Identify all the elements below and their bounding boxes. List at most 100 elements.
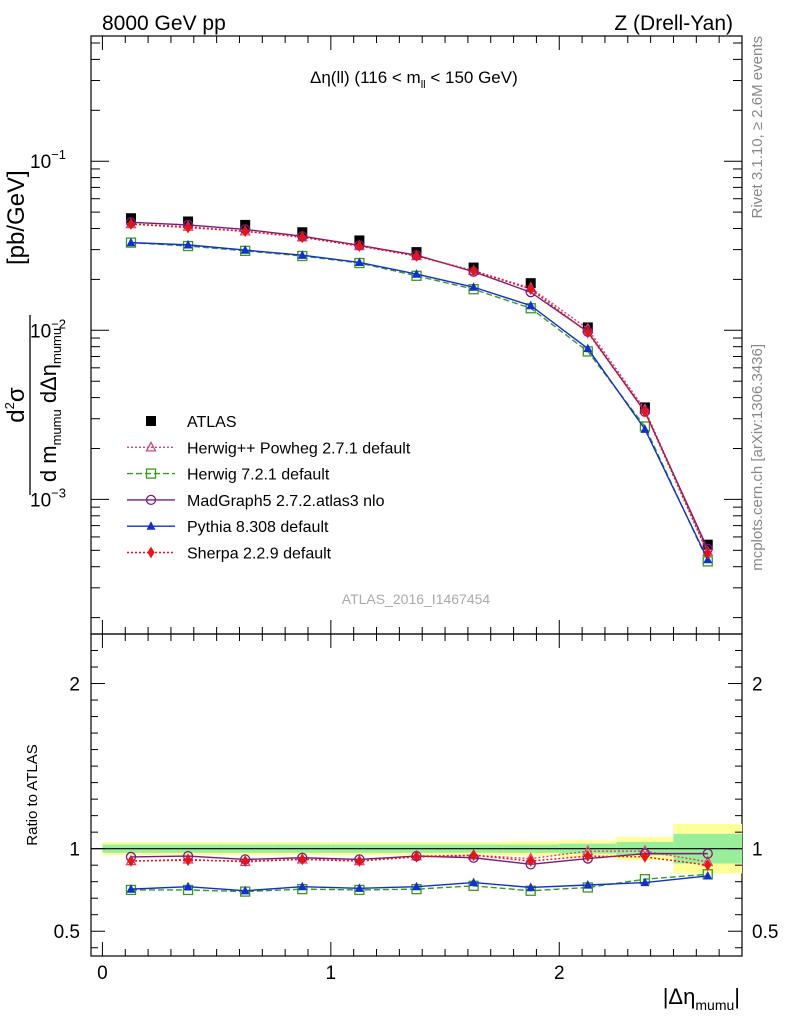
main-series-line — [130, 241, 709, 561]
title-end: < 150 GeV) — [426, 68, 518, 87]
ratio-data-point — [703, 870, 713, 880]
main-data-point — [583, 343, 593, 353]
legend-marker — [147, 546, 155, 559]
main-data-point — [240, 245, 250, 254]
legend-label: Herwig 7.2.1 default — [187, 467, 330, 484]
ratio-ylabel: Ratio to ATLAS — [24, 744, 41, 845]
legend-label: Pythia 8.308 default — [187, 519, 329, 536]
title-sub: ll — [421, 79, 426, 91]
ratio-ytick-label-right: 2 — [752, 675, 763, 696]
legend-marker — [145, 494, 157, 506]
legend-marker — [146, 521, 156, 530]
ratio-ytick-label-left: 1 — [69, 840, 80, 861]
header-right: Z (Drell-Yan) — [614, 12, 733, 35]
ytick-exp: −1 — [51, 147, 66, 162]
svg-text:d mmumu dΔηmumu: d mmumu dΔηmumu — [36, 328, 64, 482]
ylabel-num-exp: 2 — [2, 402, 17, 409]
main-data-point — [354, 257, 364, 267]
legend-label: MadGraph5 2.7.2.atlas3 nlo — [187, 493, 385, 510]
ratio-data-point — [583, 880, 593, 889]
ratio-xlabel: |Δηmumu| — [663, 984, 740, 1013]
ylabel-den-mid: dΔη — [36, 364, 61, 409]
main-data-point — [184, 221, 192, 234]
main-data-point — [126, 237, 136, 247]
ytick-base: 10 — [30, 152, 51, 173]
ytick-base: 10 — [30, 321, 51, 342]
ratio-xtick-label: 0 — [97, 963, 108, 984]
main-frame — [90, 35, 743, 635]
ratio-data-point — [354, 883, 364, 892]
ratio-ytick-label-left: 2 — [69, 675, 80, 696]
legend-marker — [145, 468, 157, 479]
ylabel-unit: [pb/GeV] — [3, 170, 30, 265]
main-data-point — [640, 424, 650, 433]
legend-label: Sherpa 2.2.9 default — [187, 546, 332, 563]
ratio-xtick-label: 1 — [326, 963, 337, 984]
ratio-data-point — [412, 851, 421, 863]
main-data-point — [470, 264, 478, 277]
ratio-data-point — [297, 881, 307, 891]
ratio-xtick-label: 2 — [554, 963, 565, 984]
ratio-data-point — [526, 882, 536, 892]
main-data-point — [355, 240, 363, 252]
legend-entry: Herwig 7.2.1 default — [127, 467, 330, 484]
ylabel-den: d m — [36, 445, 61, 482]
ratio-data-point — [184, 854, 192, 867]
ylabel-num-d: d — [3, 409, 30, 422]
main-data-point — [641, 405, 649, 418]
ratio-series — [125, 844, 714, 897]
ratio-data-point — [584, 850, 592, 862]
xlabel-sub: mumu — [695, 997, 734, 1013]
ratio-data-point — [240, 885, 250, 895]
ratio-series-line — [130, 873, 708, 893]
ratio-data-point — [640, 877, 650, 887]
ratio-data-point — [469, 877, 479, 887]
legend-marker — [146, 416, 156, 426]
analysis-watermark: ATLAS_2016_I1467454 — [342, 591, 491, 607]
main-panel-title: Δη(ll) (116 < mll < 150 GeV) — [310, 68, 518, 91]
xlabel-end: | — [734, 984, 740, 1009]
main-data-point — [298, 231, 306, 244]
main-data-point — [704, 547, 712, 560]
ratio-frame — [90, 633, 743, 957]
main-data-point — [584, 326, 592, 339]
legend-entry: ATLAS — [146, 414, 237, 431]
ylabel-num-sigma: σ — [3, 387, 30, 402]
legend-entry: MadGraph5 2.7.2.atlas3 nlo — [127, 493, 385, 510]
ytick-exp: −3 — [51, 485, 66, 500]
ratio-data-point — [127, 855, 135, 867]
main-series-5 — [127, 218, 712, 560]
legend-label: ATLAS — [187, 414, 237, 431]
ratio-data-point — [641, 851, 649, 863]
ratio-series-3 — [126, 870, 713, 895]
ratio-data-point — [704, 859, 712, 872]
ytick-exp: −2 — [51, 316, 66, 331]
ylabel-den-sub2: mumu — [49, 328, 64, 364]
main-series-line — [130, 241, 709, 562]
ratio-data-point — [241, 855, 249, 867]
main-data-point — [127, 218, 135, 230]
legend-entry: Sherpa 2.2.9 default — [127, 546, 332, 563]
main-data-point — [526, 300, 536, 310]
legend-marker — [145, 440, 157, 452]
title-main: Δη(ll) (116 < m — [310, 68, 421, 87]
ratio-series-4 — [127, 849, 712, 872]
ratio-ytick-label-left: 0.5 — [54, 922, 80, 943]
ylabel-den-sub1: mumu — [49, 409, 64, 445]
ratio-data-point — [470, 849, 478, 862]
main-ytick-label: 10−2 — [30, 316, 66, 342]
ratio-ytick-label-right: 0.5 — [752, 922, 778, 943]
ratio-data-point — [126, 884, 136, 893]
ratio-ytick-label-right: 1 — [752, 840, 763, 861]
main-series-2 — [125, 237, 713, 567]
ratio-data-point — [183, 881, 193, 891]
main-series — [125, 213, 714, 567]
mcplots-label: mcplots.cern.ch [arXiv:1306.3436] — [749, 344, 766, 571]
main-data-point — [241, 225, 249, 238]
legend-label: Herwig++ Powheg 2.7.1 default — [187, 440, 411, 457]
legend: ATLAS Herwig++ Powheg 2.7.1 default Herwig… — [127, 414, 411, 563]
main-ylabel: d2σ d mmumu dΔηmumu [pb/GeV] — [2, 170, 64, 495]
ratio-ticks: 0 1 2 0.5 0.5 1 1 2 2 — [54, 634, 778, 984]
main-data-point — [183, 239, 193, 249]
